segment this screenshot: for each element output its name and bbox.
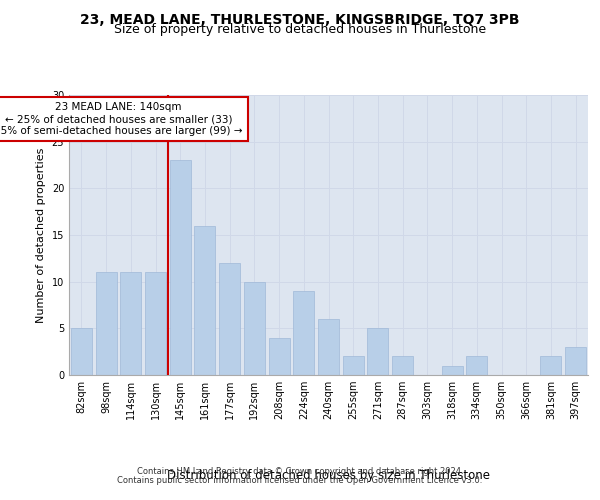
Bar <box>343 356 364 375</box>
Bar <box>392 356 413 375</box>
Bar <box>541 356 562 375</box>
Text: Contains public sector information licensed under the Open Government Licence v3: Contains public sector information licen… <box>118 476 482 485</box>
Bar <box>565 347 586 375</box>
Bar <box>219 263 240 375</box>
X-axis label: Distribution of detached houses by size in Thurlestone: Distribution of detached houses by size … <box>167 470 490 482</box>
Bar <box>145 272 166 375</box>
Y-axis label: Number of detached properties: Number of detached properties <box>36 148 46 322</box>
Bar <box>293 291 314 375</box>
Bar <box>442 366 463 375</box>
Text: 23 MEAD LANE: 140sqm
← 25% of detached houses are smaller (33)
75% of semi-detac: 23 MEAD LANE: 140sqm ← 25% of detached h… <box>0 102 242 136</box>
Text: Contains HM Land Registry data © Crown copyright and database right 2024.: Contains HM Land Registry data © Crown c… <box>137 467 463 476</box>
Bar <box>466 356 487 375</box>
Bar <box>71 328 92 375</box>
Bar <box>318 319 339 375</box>
Bar <box>367 328 388 375</box>
Bar <box>95 272 116 375</box>
Text: Size of property relative to detached houses in Thurlestone: Size of property relative to detached ho… <box>114 24 486 36</box>
Bar <box>244 282 265 375</box>
Bar <box>170 160 191 375</box>
Text: 23, MEAD LANE, THURLESTONE, KINGSBRIDGE, TQ7 3PB: 23, MEAD LANE, THURLESTONE, KINGSBRIDGE,… <box>80 12 520 26</box>
Bar <box>194 226 215 375</box>
Bar <box>120 272 141 375</box>
Bar <box>269 338 290 375</box>
